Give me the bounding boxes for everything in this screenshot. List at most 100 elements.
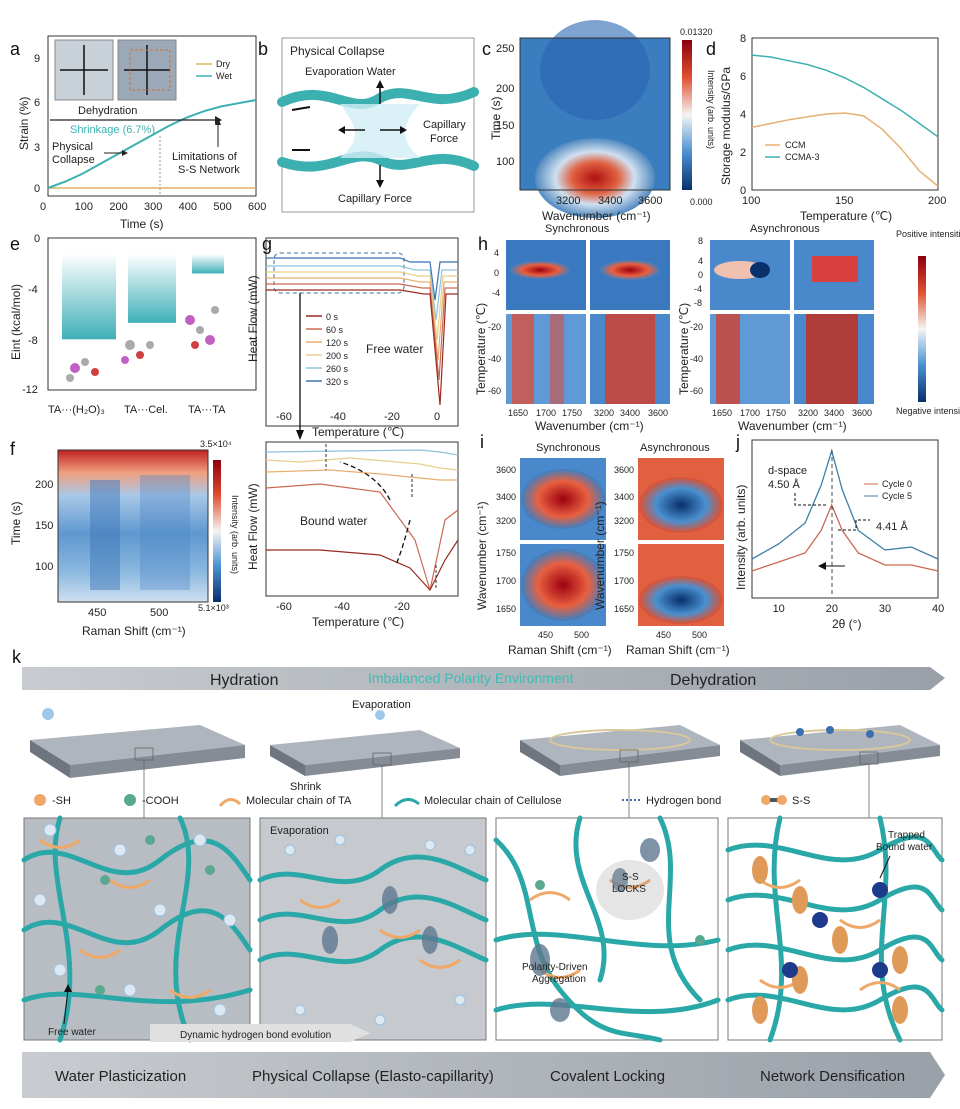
d-legend-ccma3: CCMA-3 (785, 152, 820, 162)
i-xtick: 450 (656, 630, 671, 640)
h-ytick-r: -60 (690, 386, 703, 396)
h-colorbar (918, 256, 926, 402)
panel-d-chart: 100 150 200 0 2 4 6 8 CCM CCMA-3 Temperature (℃… (719, 33, 946, 223)
g-xtick-bot: -20 (394, 601, 410, 613)
d-ytick: 0 (740, 185, 746, 197)
j-xtick: 20 (826, 603, 838, 615)
panel-i-maps: Synchronous Asynchronous 3600 3400 3200 … (475, 442, 730, 657)
g-legend-item: 60 s (326, 325, 344, 335)
e-ytick: -8 (28, 335, 38, 347)
d-ytick: 8 (740, 33, 746, 45)
panel-c-label: c (482, 39, 491, 59)
a-ann-physical: Physical (52, 141, 93, 153)
h-ytick-r: -40 (690, 354, 703, 364)
k-stage-1: Water Plasticization (55, 1068, 186, 1085)
j-legend-cycle0: Cycle 0 (882, 479, 912, 489)
h-ytick: -20 (488, 322, 501, 332)
f-cbar-min: 5.1×10³ (198, 603, 229, 613)
a-ann-limit-1: Limitations of (172, 151, 238, 163)
panel-j-label: j (735, 432, 740, 452)
h-xtick: 1650 (508, 408, 528, 418)
a-xlabel: Time (s) (120, 217, 164, 231)
f-cbar-label: Intensity (arb. units) (230, 495, 240, 574)
c-ytick: 200 (496, 83, 514, 95)
i-xlabel-right: Raman Shift (cm⁻¹) (626, 643, 730, 657)
k-hydration: Hydration (210, 672, 278, 689)
a-xtick: 0 (40, 201, 46, 213)
h-ytick: -60 (488, 386, 501, 396)
panel-i-label: i (480, 432, 484, 452)
k-bottom-arrow (22, 1052, 945, 1098)
d-xlabel: Temperature (℃) (800, 209, 892, 223)
a-xtick: 400 (179, 201, 197, 213)
a-ann-collapse: Collapse (52, 154, 95, 166)
i-sync-title: Synchronous (536, 442, 601, 454)
j-xtick: 40 (932, 603, 944, 615)
a-xtick: 300 (144, 201, 162, 213)
d-xtick: 100 (742, 195, 760, 207)
i-ytick: 3600 (496, 465, 516, 475)
g-xtick-bot: -40 (334, 601, 350, 613)
e-ytick: -4 (28, 284, 38, 296)
h-xlabel-left: Wavenumber (cm⁻¹) (535, 419, 644, 433)
h-ytick: -40 (488, 354, 501, 364)
k-stage-4: Network Densification (760, 1068, 905, 1085)
k-top-arrow (22, 667, 945, 690)
f-colorbar (213, 460, 221, 602)
a-ylabel: Strain (%) (17, 97, 31, 150)
d-xtick: 150 (835, 195, 853, 207)
g-bound-water: Bound water (300, 514, 367, 528)
a-legend-wet: Wet (216, 71, 232, 81)
h-ylabel-left: Temperature (℃) (474, 303, 488, 395)
f-ytick: 200 (35, 479, 53, 491)
h-xtick: 1750 (562, 408, 582, 418)
h-xtick: 3600 (648, 408, 668, 418)
k-legend-cooh: -COOH (142, 795, 179, 807)
g-legend-item: 320 s (326, 377, 349, 387)
a-ytick: 6 (34, 97, 40, 109)
e-molecule-icons (66, 306, 219, 382)
panel-h-label: h (478, 234, 488, 254)
d-legend-ccm: CCM (785, 140, 806, 150)
h-ytick-r: -4 (694, 284, 702, 294)
h-ytick: -4 (492, 288, 500, 298)
k-polarity-1: Polarity-Driven (522, 962, 588, 973)
panel-e-label: e (10, 234, 20, 254)
g-free-water: Free water (366, 342, 423, 356)
c-xlabel: Wavenumber (cm⁻¹) (542, 209, 651, 223)
k-shrink: Shrink (290, 781, 322, 793)
j-d1: 4.50 Å (768, 478, 800, 491)
k-ss-locks-2: LOCKS (612, 884, 646, 895)
k-dyn-hbond: Dynamic hydrogen bond evolution (180, 1030, 331, 1041)
h-xtick: 3200 (798, 408, 818, 418)
d-ytick: 2 (740, 147, 746, 159)
a-ytick: 0 (34, 183, 40, 195)
k-legend-ss: S-S (792, 795, 810, 807)
g-xlabel-top: Temperature (℃) (312, 425, 404, 439)
i-ytick-r: 1650 (614, 604, 634, 614)
i-xtick: 500 (692, 630, 707, 640)
h-xtick: 3400 (620, 408, 640, 418)
b-evaporation: Evaporation Water (305, 66, 396, 78)
g-legend-item: 120 s (326, 338, 349, 348)
i-ytick: 3200 (496, 516, 516, 526)
c-ylabel: Time (s) (489, 96, 503, 140)
panel-a-label: a (10, 39, 21, 59)
c-ytick: 150 (496, 120, 514, 132)
e-bar (62, 254, 116, 340)
h-xtick: 1750 (766, 408, 786, 418)
h-ytick-r: 4 (698, 256, 703, 266)
j-xlabel: 2θ (°) (832, 617, 861, 631)
k-free-water: Free water (48, 1027, 96, 1038)
i-ytick: 1700 (496, 576, 516, 586)
i-async-title: Asynchronous (640, 442, 710, 454)
a-ann-dehydration: Dehydration (78, 105, 137, 117)
h-async-title: Asynchronous (750, 223, 820, 235)
h-xtick: 3400 (824, 408, 844, 418)
panel-g-chart: 0 s 60 s 120 s 200 s 260 s 320 s Free water -… (246, 237, 459, 629)
panel-b-diagram: Physical Collapse Evaporation Water Capi… (277, 37, 479, 213)
a-ann-limit-2: S-S Network (178, 164, 240, 176)
k-evaporation-2: Evaporation (270, 825, 329, 837)
j-series-cycle5 (751, 448, 939, 560)
